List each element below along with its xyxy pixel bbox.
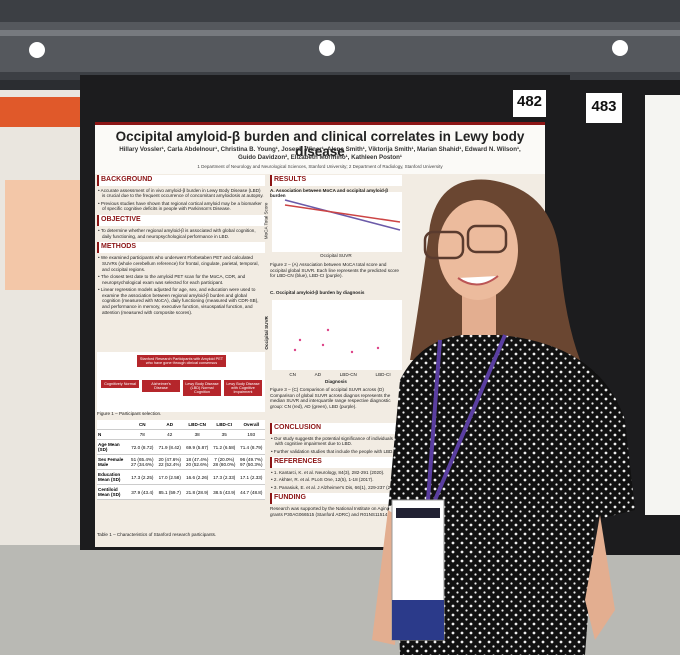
table-header: CN bbox=[128, 420, 157, 430]
left-column: BACKGROUND Accurate assessment of in vivo… bbox=[97, 172, 265, 317]
table-cell: 42 bbox=[156, 429, 184, 440]
table-cell: 85.1 (59.7) bbox=[156, 484, 184, 500]
bullet: 1. Kantarci, K. et al. Neurology, 84(3),… bbox=[274, 470, 402, 476]
heading: CONCLUSION bbox=[270, 423, 402, 434]
board-number: 483 bbox=[591, 98, 617, 115]
table-row: Centiloid Mean (SD) 37.9 (43.4) 85.1 (59.7… bbox=[97, 484, 265, 500]
bullet: Our study suggests the potential signifi… bbox=[274, 436, 402, 447]
x-groups: CN AD LBD-CN LBD-CI bbox=[280, 372, 400, 378]
table-cell: 20 (47.6%) 22 (52.4%) bbox=[156, 454, 184, 470]
heading: REFERENCES bbox=[270, 457, 402, 469]
x-tick-label: AD bbox=[314, 372, 322, 377]
results: RESULTS A. Association between MoCA and … bbox=[270, 172, 402, 199]
figure-1: Stanford Research Participants with Amyl… bbox=[97, 352, 265, 412]
flow-box: Alzheimer's Disease bbox=[142, 380, 180, 392]
table-header: AD bbox=[156, 420, 184, 430]
table-cell: 7 (20.0%) 28 (80.0%) bbox=[210, 454, 238, 470]
bullet: Further validation studies that include … bbox=[274, 449, 402, 455]
table-cell: Education Mean (SD) bbox=[97, 469, 129, 485]
table-cell: 16.6 (2.26) bbox=[183, 469, 211, 485]
caption: Figure 1 – Participant selection. bbox=[97, 411, 162, 416]
heading: OBJECTIVE bbox=[97, 215, 265, 226]
table-row: CN AD LBD-CN LBD-CI Overall bbox=[97, 420, 265, 430]
heading: BACKGROUND bbox=[97, 175, 265, 186]
table: CN AD LBD-CN LBD-CI Overall N 78 42 38 35 193 Age M… bbox=[97, 420, 265, 500]
bullet: Previous studies have shown that regiona… bbox=[101, 201, 265, 212]
table-cell: 17.3 (2.25) bbox=[128, 469, 157, 485]
axis-label: Diagnosis bbox=[325, 379, 347, 384]
flow-box: Stanford Research Participants with Amyl… bbox=[137, 355, 226, 367]
table-cell: 44.7 (48.8) bbox=[237, 484, 265, 500]
table-cell: 17.0 (2.58) bbox=[156, 469, 184, 485]
flow-box: Cognitively Normal bbox=[101, 380, 139, 388]
chart-title: C. Occipital amyloid-β burden by diagnos… bbox=[270, 290, 365, 295]
table-cell: 17.3 (2.33) bbox=[210, 469, 238, 485]
table-header: Overall bbox=[237, 420, 265, 430]
table-row: Age Mean (SD) 72.0 (8.72) 71.9 (8.42) 69.9 … bbox=[97, 439, 265, 455]
flow-box: Lewy Body Disease with Cognitive Impairm… bbox=[224, 380, 262, 396]
table-1: CN AD LBD-CN LBD-CI Overall N 78 42 38 35 193 Age M… bbox=[97, 420, 265, 500]
table-cell: 51 (65.4%) 27 (34.6%) bbox=[128, 454, 157, 470]
table-cell: 69.9 (5.87) bbox=[183, 439, 211, 455]
table-cell: 37.9 (43.4) bbox=[128, 484, 157, 500]
table-cell: 71.9 (8.42) bbox=[156, 439, 184, 455]
table-row: Education Mean (SD) 17.3 (2.25) 17.0 (2.58… bbox=[97, 469, 265, 485]
table-cell: 17.1 (2.33) bbox=[237, 469, 265, 485]
bullet: Accurate assessment of in vivo amyloid-β… bbox=[101, 188, 265, 199]
board-number: 482 bbox=[516, 93, 543, 110]
x-tick-label: LBD-CN bbox=[339, 372, 357, 377]
bullet: To determine whether regional amyloid-β … bbox=[101, 228, 265, 239]
caption: Table 1 – Characteristics of Stanford re… bbox=[97, 532, 217, 537]
table-cell: Sex Female Male bbox=[97, 454, 129, 470]
table-cell: 38.5 (43.9) bbox=[210, 484, 238, 500]
table-cell: 72.0 (8.72) bbox=[128, 439, 157, 455]
table-cell: 35 bbox=[210, 429, 238, 440]
bullet: 2. Akhter, R. et al. PLoS One, 12(5), 1-… bbox=[274, 477, 402, 483]
table-header: LBD-CI bbox=[210, 420, 238, 430]
caption: Figure 3 – (C) Comparison of occipital S… bbox=[270, 387, 391, 410]
table-cell: 21.8 (28.9) bbox=[183, 484, 211, 500]
bullet: Linear regression models adjusted for ag… bbox=[101, 287, 265, 316]
heading: METHODS bbox=[97, 242, 265, 254]
x-tick-label: LBD-CI bbox=[375, 372, 391, 377]
table-cell: Centiloid Mean (SD) bbox=[97, 484, 129, 500]
flow-box: Lewy Body Disease (LBD) Normal Cognition bbox=[183, 380, 221, 396]
chart-title: A. Association between MoCA and occipita… bbox=[270, 187, 389, 199]
poster-affiliation: 1 Department of Neurology and Neurologic… bbox=[197, 164, 443, 169]
table-header: LBD-CN bbox=[183, 420, 211, 430]
heading: RESULTS bbox=[270, 175, 402, 186]
poster-title: Occipital amyloid-β burden and clinical … bbox=[115, 129, 525, 159]
axis-label: Occipital SUVR bbox=[320, 253, 352, 258]
bullet: The closest test date to the amyloid PET… bbox=[101, 274, 265, 285]
poster-authors: Hillary Vossler¹, Carla Abdelnour¹, Chri… bbox=[119, 146, 521, 162]
table-header bbox=[97, 420, 129, 430]
table-row: N 78 42 38 35 193 bbox=[97, 429, 265, 440]
table-cell: 78 bbox=[128, 429, 157, 440]
table-cell: 38 bbox=[183, 429, 211, 440]
caption: Figure 2 – (A) Association between MoCA … bbox=[270, 262, 399, 279]
table-cell: 96 (49.7%) 97 (50.3%) bbox=[237, 454, 265, 470]
bullet: 3. Panasiuk, E. et al. J Alzheimer's Dis… bbox=[274, 485, 402, 491]
heading: FUNDING bbox=[270, 493, 402, 505]
table-cell: 18 (47.4%) 20 (52.6%) bbox=[183, 454, 211, 470]
bullet: We examined participants who underwent F… bbox=[101, 255, 265, 272]
table-row: Sex Female Male 51 (65.4%) 27 (34.6%) 20 (… bbox=[97, 454, 265, 470]
table-cell: N bbox=[97, 429, 129, 440]
x-tick-label: CN bbox=[289, 372, 296, 377]
right-column: CONCLUSION Our study suggests the potenti… bbox=[270, 420, 402, 518]
table-cell: 71.2 (6.58) bbox=[210, 439, 238, 455]
table-cell: Age Mean (SD) bbox=[97, 439, 129, 455]
table-cell: 71.4 (8.79) bbox=[237, 439, 265, 455]
table-cell: 193 bbox=[237, 429, 265, 440]
funding-text: Research was supported by the National I… bbox=[270, 506, 402, 517]
